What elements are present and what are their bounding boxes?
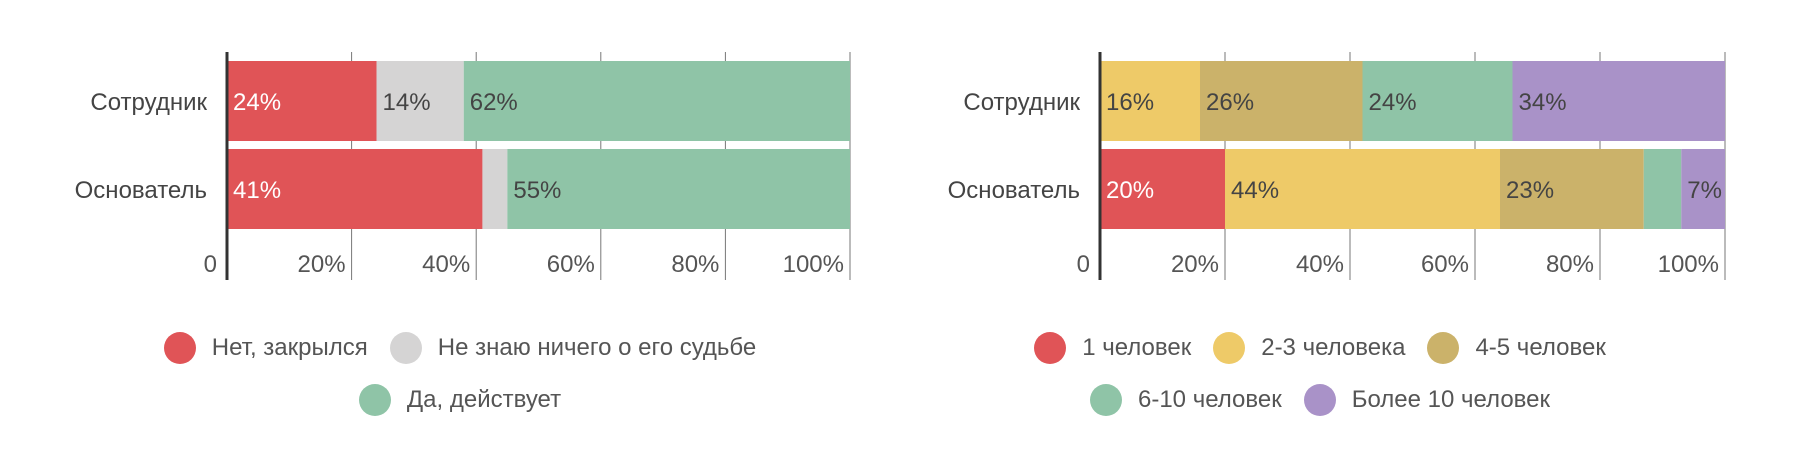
legend-swatch bbox=[1303, 384, 1336, 416]
legend-item: 2-3 человека bbox=[1213, 332, 1405, 364]
legend-chart-1: Нет, закрылся Не знаю ничего о его судьбе… bbox=[110, 332, 810, 436]
data-label: 55% bbox=[513, 177, 561, 204]
bar-segment bbox=[1200, 61, 1363, 141]
bar-segment bbox=[507, 149, 850, 229]
legend-label: Более 10 человек bbox=[1351, 386, 1551, 413]
legend-item: 6-10 человек bbox=[1089, 384, 1282, 416]
data-label: 41% bbox=[233, 177, 281, 204]
data-label: 20% bbox=[1106, 177, 1154, 204]
legend-item: Не знаю ничего о его судьбе bbox=[389, 332, 757, 364]
category-label: Сотрудник bbox=[90, 89, 207, 116]
x-tick-label: 20% bbox=[298, 251, 346, 278]
legend-item: Нет, закрылся bbox=[163, 332, 368, 364]
legend-row: Да, действует bbox=[348, 384, 572, 416]
bar-segment bbox=[1643, 149, 1682, 229]
legend-label: Да, действует bbox=[406, 386, 562, 413]
legend-item: 1 человек bbox=[1034, 332, 1191, 364]
x-tick-label: 40% bbox=[422, 251, 470, 278]
legend-label: 1 человек bbox=[1082, 334, 1192, 361]
chart-1: 0 20% 40% 60% 80% 100% Сотрудник 24% 14% 62% Основ… bbox=[75, 52, 851, 280]
data-label: 62% bbox=[470, 89, 518, 116]
legend-label: 4-5 человек bbox=[1475, 334, 1606, 361]
legend-item: Да, действует bbox=[358, 384, 562, 416]
legend-row: 1 человек 2-3 человека 4-5 человек bbox=[1023, 332, 1617, 364]
legend-row: 6-10 человек Более 10 человек bbox=[1079, 384, 1561, 416]
legend-swatch bbox=[358, 384, 391, 416]
data-label: 23% bbox=[1506, 177, 1554, 204]
x-tick-label: 60% bbox=[547, 251, 595, 278]
bar-segment bbox=[482, 149, 508, 229]
legend-swatch bbox=[1427, 332, 1460, 364]
legend-label: Не знаю ничего о его судьбе bbox=[437, 334, 757, 361]
legend-swatch bbox=[1089, 384, 1122, 416]
legend-item: Более 10 человек bbox=[1303, 384, 1551, 416]
bar-segment bbox=[1512, 61, 1725, 141]
x-tick-label: 100% bbox=[1658, 251, 1719, 278]
category-label: Основатель bbox=[948, 177, 1080, 204]
bar-segment bbox=[1100, 61, 1200, 141]
bar-segment bbox=[1500, 149, 1644, 229]
x-tick-label: 0 bbox=[1077, 251, 1090, 278]
data-label: 34% bbox=[1519, 89, 1567, 116]
data-label: 16% bbox=[1106, 89, 1154, 116]
bar-segment bbox=[1362, 61, 1513, 141]
legend-chart-2: 1 человек 2-3 человека 4-5 человек 6-10 чел… bbox=[1000, 332, 1640, 436]
x-tick-label: 80% bbox=[1546, 251, 1594, 278]
data-label: 24% bbox=[1369, 89, 1417, 116]
category-label: Сотрудник bbox=[963, 89, 1080, 116]
bar-segment bbox=[227, 61, 377, 141]
x-tick-label: 0 bbox=[204, 251, 217, 278]
chart-2: 0 20% 40% 60% 80% 100% Сотрудник 16% 26% 24% 34% Ос… bbox=[948, 52, 1726, 280]
bar-segment bbox=[1225, 149, 1500, 229]
x-tick-label: 20% bbox=[1171, 251, 1219, 278]
data-label: 26% bbox=[1206, 89, 1254, 116]
legend-label: 2-3 человека bbox=[1261, 334, 1406, 361]
bar-segment bbox=[227, 149, 483, 229]
legend-label: Нет, закрылся bbox=[211, 334, 368, 361]
legend-swatch bbox=[1213, 332, 1246, 364]
bar-segment bbox=[1681, 149, 1725, 229]
legend-label: 6-10 человек bbox=[1137, 386, 1282, 413]
bar-segment bbox=[1100, 149, 1225, 229]
legend-item: 4-5 человек bbox=[1427, 332, 1606, 364]
legend-row: Нет, закрылся Не знаю ничего о его судьбе bbox=[153, 332, 768, 364]
data-label: 44% bbox=[1231, 177, 1279, 204]
bar-segment bbox=[463, 61, 850, 141]
bar-segment bbox=[376, 61, 464, 141]
x-tick-label: 100% bbox=[783, 251, 844, 278]
x-tick-label: 60% bbox=[1421, 251, 1469, 278]
x-tick-label: 80% bbox=[671, 251, 719, 278]
data-label: 24% bbox=[233, 89, 281, 116]
legend-swatch bbox=[163, 332, 196, 364]
x-tick-label: 40% bbox=[1296, 251, 1344, 278]
legend-swatch bbox=[1034, 332, 1067, 364]
data-label: 14% bbox=[383, 89, 431, 116]
legend-swatch bbox=[389, 332, 422, 364]
data-label: 7% bbox=[1687, 177, 1722, 204]
category-label: Основатель bbox=[75, 177, 207, 204]
